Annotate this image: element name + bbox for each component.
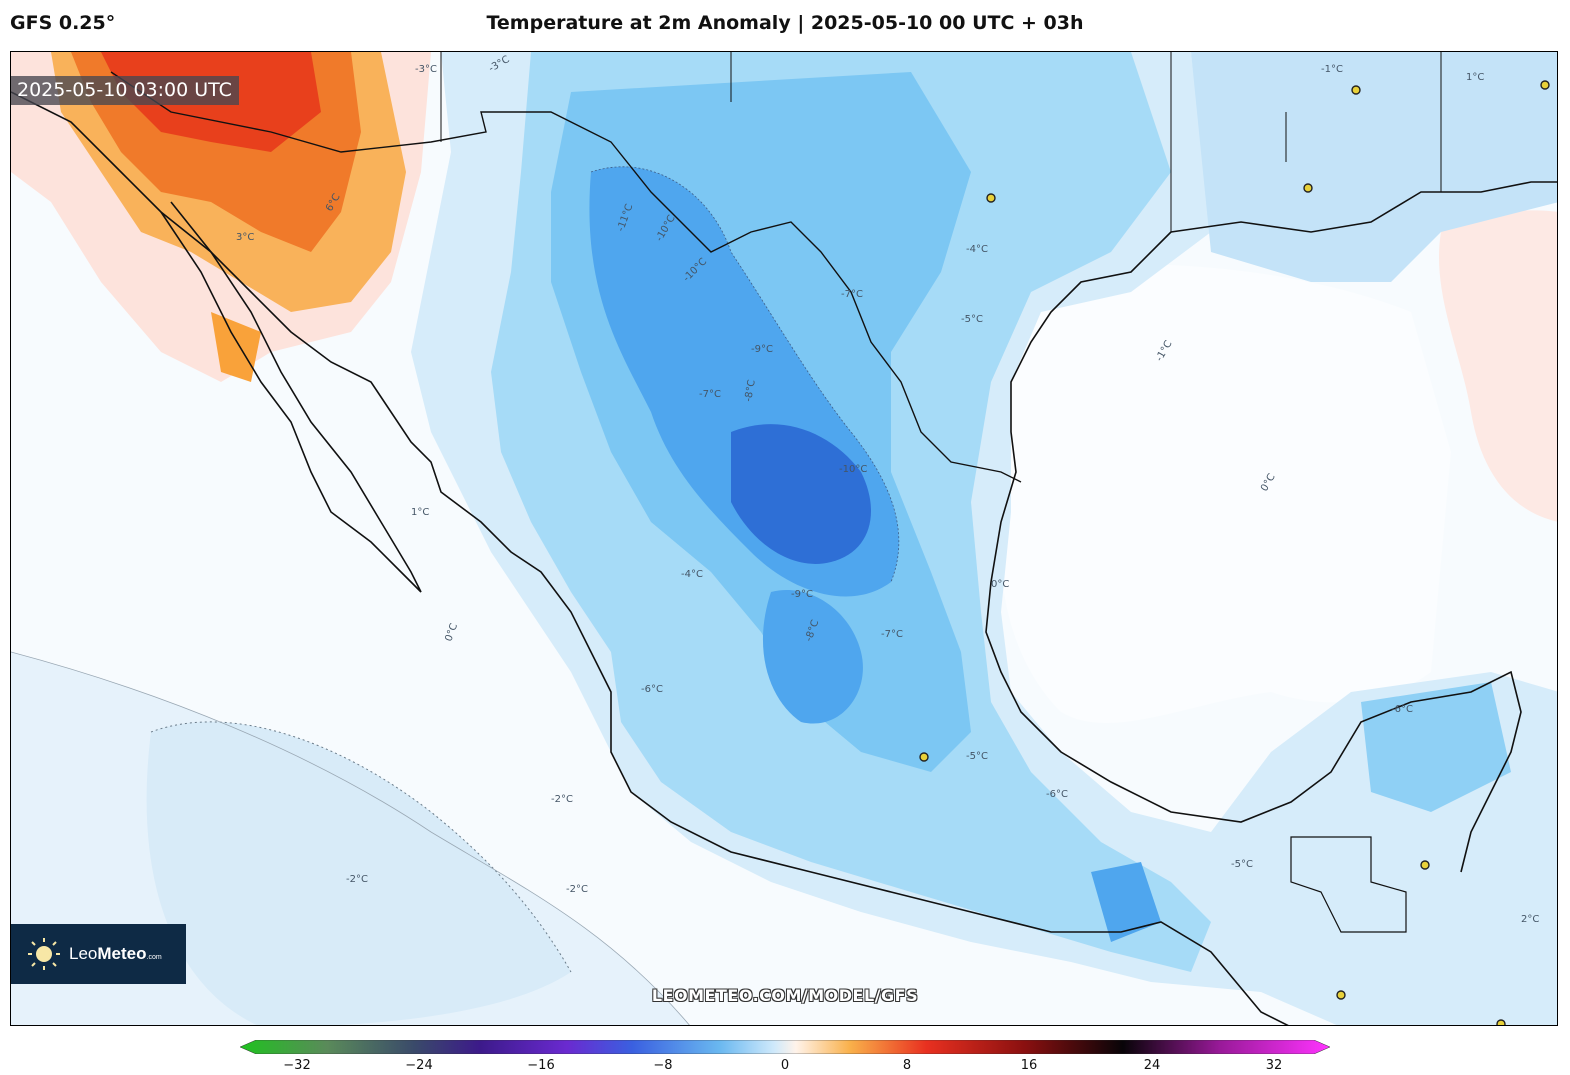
guatemala-border (1290, 836, 1407, 933)
us-mexico-border (110, 71, 1022, 483)
valid-time-badge: 2025-05-10 03:00 UTC (11, 76, 239, 105)
map-title: Temperature at 2m Anomaly | 2025-05-10 0… (486, 12, 1084, 34)
contour-label: -1°C (1321, 64, 1343, 75)
contour-label: 0°C (991, 579, 1009, 590)
contour-label: -4°C (966, 244, 988, 255)
pacific-cool-core (146, 721, 571, 1025)
colorbar-ticks: −32 −24 −16 −8 0 8 16 24 32 (0, 1058, 1570, 1074)
colorbar-tick: 16 (1020, 1058, 1038, 1073)
us-gulf-coastline (1170, 181, 1557, 233)
city-marker-8 (1496, 1019, 1506, 1025)
contour-label: -6°C (641, 684, 663, 695)
contour-label: 2°C (1521, 914, 1539, 925)
contour-label: -7°C (881, 629, 903, 640)
city-marker-5 (919, 752, 929, 762)
baja-coastline (160, 201, 422, 593)
contour-label: -9°C (791, 589, 813, 600)
contour-label: -2°C (551, 794, 573, 805)
cold-yucatan (1361, 682, 1511, 812)
colorbar-tick: 32 (1265, 1058, 1283, 1073)
source-watermark: LEOMETEO.COM/MODEL/GFS (651, 986, 919, 1005)
pacific-coastline (11, 91, 1289, 1025)
cold-tehuantepec (1091, 862, 1161, 942)
warm-patch-east (1438, 210, 1557, 522)
city-marker-6 (1420, 860, 1430, 870)
cold-region-northeast (1191, 52, 1557, 282)
anomaly-map: -11°C -10°C -10°C -10°C -9°C -9°C -8°C -… (10, 51, 1558, 1026)
contour-label: 1°C (1466, 72, 1484, 83)
contour-label: -6°C (1391, 704, 1413, 715)
contour-label: -9°C (751, 344, 773, 355)
sun-icon (28, 938, 60, 970)
colorbar-tick: −16 (527, 1058, 555, 1073)
contour-label: -4°C (681, 569, 703, 580)
colorbar-tick: 8 (902, 1058, 912, 1073)
city-markers (919, 80, 1550, 1025)
warm-spot-baja (211, 312, 261, 382)
contour-label: -8°C (743, 379, 758, 403)
contour-line-minus1 (11, 651, 690, 1025)
contour-label: 3°C (236, 232, 254, 243)
contour-label: -10°C (839, 464, 867, 475)
city-marker-3 (1303, 183, 1313, 193)
contour-label: 1°C (411, 507, 429, 518)
leometeo-logo[interactable]: LeoMeteo.com (11, 924, 186, 984)
contour-label: -7°C (699, 389, 721, 400)
cold-core-deep (731, 424, 871, 564)
colorbar-tick: 0 (780, 1058, 790, 1073)
colorbar-tick: −8 (653, 1058, 673, 1073)
colorbar (240, 1040, 1330, 1054)
contour-label: -7°C (841, 289, 863, 300)
contour-label: -5°C (961, 314, 983, 325)
city-marker-7 (1336, 990, 1346, 1000)
model-label: GFS 0.25° (10, 12, 116, 34)
gulf-coastline (985, 231, 1522, 873)
contour-label: -5°C (966, 751, 988, 762)
contour-line-minus2 (150, 721, 572, 973)
contour-label: -5°C (1231, 859, 1253, 870)
state-borders (440, 52, 1442, 232)
contour-label: 0°C (443, 622, 460, 643)
contour-label: -6°C (1046, 789, 1068, 800)
colorbar-tick: 24 (1143, 1058, 1161, 1073)
contour-label: -2°C (346, 874, 368, 885)
city-marker-2 (1351, 85, 1361, 95)
map-canvas: -11°C -10°C -10°C -10°C -9°C -9°C -8°C -… (11, 52, 1557, 1025)
city-marker-1 (986, 193, 996, 203)
logo-suffix: .com (146, 954, 162, 961)
gulf-neutral (999, 264, 1451, 723)
contour-label: -3°C (415, 64, 437, 75)
logo-text: LeoMeteo.com (69, 944, 162, 964)
colorbar-tick: −24 (405, 1058, 433, 1073)
cold-core-south (762, 590, 863, 724)
logo-name-light: Leo (69, 944, 98, 963)
colorbar-tick: −32 (283, 1058, 311, 1073)
contour-label: -2°C (566, 884, 588, 895)
city-marker-4 (1540, 80, 1550, 90)
logo-name-bold: Meteo (97, 944, 147, 963)
